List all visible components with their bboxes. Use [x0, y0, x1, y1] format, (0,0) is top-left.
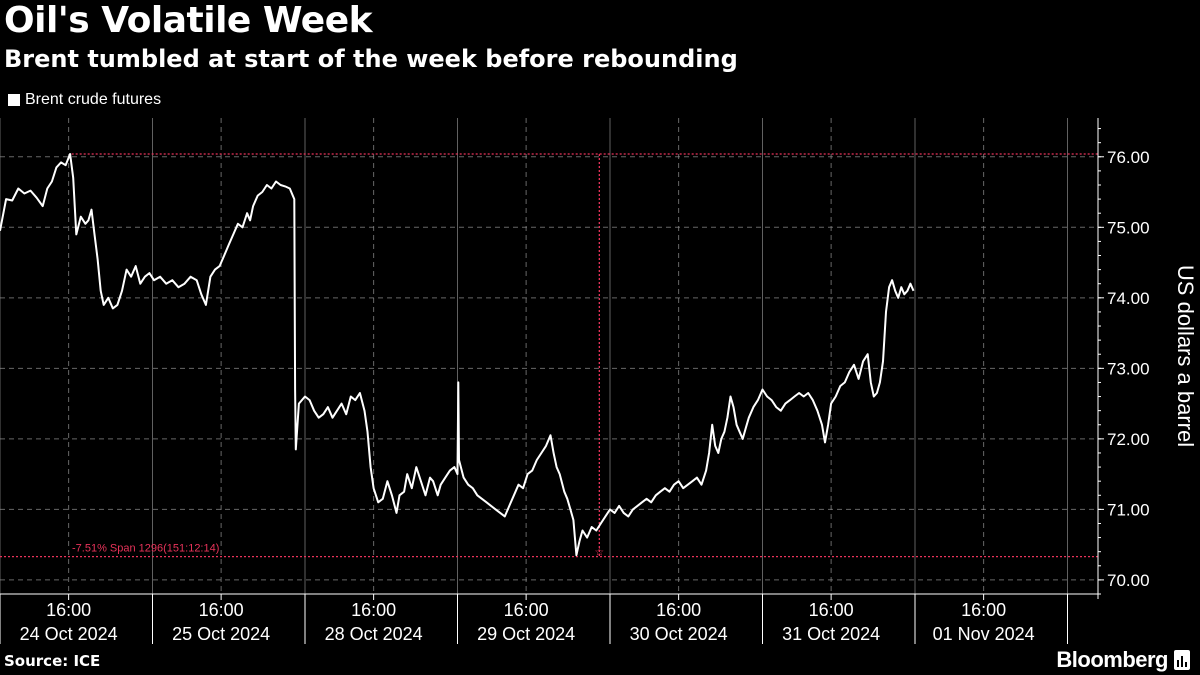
legend-label: Brent crude futures: [25, 91, 162, 108]
grid-layer: [0, 118, 1098, 594]
y-axis-label: US dollars a barrel: [1173, 265, 1198, 447]
x-tick-date-label: 25 Oct 2024: [172, 624, 270, 644]
x-tick-date-label: 31 Oct 2024: [782, 624, 880, 644]
x-tick-date-label: 30 Oct 2024: [630, 624, 728, 644]
y-tick-label: 75.00: [1107, 218, 1150, 237]
annotation-label: -7.51% Span 1296(151:12:14): [72, 543, 219, 555]
legend: Brent crude futures: [8, 91, 161, 109]
series-layer: [0, 153, 915, 557]
y-tick-label: 72.00: [1107, 430, 1150, 449]
chart-subtitle: Brent tumbled at start of the week befor…: [4, 45, 738, 73]
brand-wordmark: Bloomberg: [1056, 647, 1168, 672]
x-tick-date-label: 01 Nov 2024: [933, 624, 1035, 644]
source-note: Source: ICE: [4, 652, 101, 670]
x-tick-time-label: 16:00: [351, 600, 396, 620]
x-tick-time-label: 16:00: [199, 600, 244, 620]
x-tick-date-label: 28 Oct 2024: [325, 624, 423, 644]
chart-title: Oil's Volatile Week: [4, 0, 373, 41]
annotation-layer: ☆ -7.51% Span 1296(151:12:14): [0, 153, 1098, 559]
x-tick-date-label: 29 Oct 2024: [477, 624, 575, 644]
y-tick-label: 71.00: [1107, 500, 1150, 519]
annotation-marker: ☆: [594, 547, 604, 559]
y-tick-label: 74.00: [1107, 289, 1150, 308]
axis-layer: 70.00 71.00 72.00 73.00 74.00 75.00 76.00 US do…: [0, 118, 1198, 644]
legend-swatch: [8, 94, 20, 106]
bloomberg-logo: Bloomberg: [1056, 647, 1190, 673]
x-tick-time-label: 16:00: [809, 600, 854, 620]
x-tick-time-label: 16:00: [656, 600, 701, 620]
y-tick-label: 76.00: [1107, 148, 1150, 167]
bloomberg-badge-icon: [1174, 650, 1190, 670]
x-tick-time-label: 16:00: [961, 600, 1006, 620]
x-tick-date-label: 24 Oct 2024: [20, 624, 118, 644]
y-tick-label: 73.00: [1107, 359, 1150, 378]
y-tick-label: 70.00: [1107, 571, 1150, 590]
series-line-brent: [0, 153, 915, 557]
x-tick-time-label: 16:00: [504, 600, 549, 620]
x-tick-time-label: 16:00: [46, 600, 91, 620]
